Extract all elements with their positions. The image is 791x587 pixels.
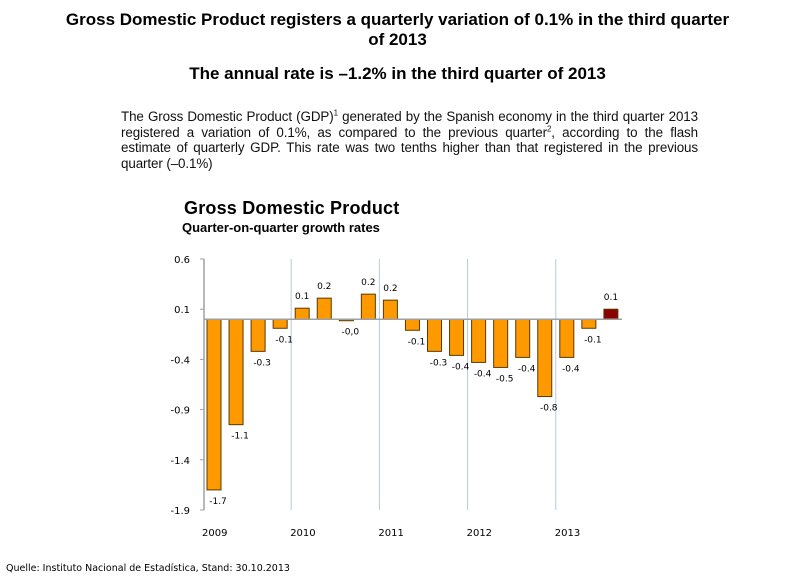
data-label: -0.3 bbox=[430, 358, 448, 368]
x-year-label: 2011 bbox=[378, 528, 403, 539]
intro-paragraph: The Gross Domestic Product (GDP)1 genera… bbox=[121, 109, 698, 171]
bar-2011-q4 bbox=[449, 318, 465, 356]
data-label: -0.4 bbox=[518, 364, 536, 374]
headline: Gross Domestic Product registers a quart… bbox=[65, 10, 730, 49]
para-text-2: generated by the Spanish economy in the … bbox=[121, 109, 698, 140]
bar-2012-q1 bbox=[471, 318, 487, 363]
footnote-ref-2[interactable]: 2 bbox=[546, 124, 552, 134]
bar-2013-q3 bbox=[603, 308, 619, 320]
x-year-label: 2012 bbox=[467, 528, 492, 539]
bar-2010-q4 bbox=[360, 293, 376, 320]
bar-2013-q2 bbox=[581, 318, 597, 329]
bar-2011-q2 bbox=[404, 318, 420, 331]
data-label: -1.7 bbox=[209, 497, 227, 507]
data-label: 0.1 bbox=[604, 293, 618, 303]
data-label: -0.3 bbox=[253, 358, 271, 368]
y-tick-label: -1.4 bbox=[170, 456, 190, 467]
data-label: -0.5 bbox=[496, 374, 514, 384]
data-label: -0.1 bbox=[584, 335, 602, 345]
bar-2010-q2 bbox=[316, 297, 332, 320]
bar-2009-q1 bbox=[206, 318, 222, 491]
bar-2011-q3 bbox=[427, 318, 442, 352]
bar-2013-q1 bbox=[559, 318, 575, 358]
chart-title: Gross Domestic Product bbox=[184, 198, 400, 218]
sub-headline: The annual rate is –1.2% in the third qu… bbox=[189, 64, 606, 83]
data-label: -0,0 bbox=[342, 328, 360, 338]
para-text-3: , according to the flash estimate of qua… bbox=[121, 124, 698, 171]
bar-2009-q3 bbox=[250, 318, 266, 352]
data-label: -0.4 bbox=[474, 369, 492, 379]
data-label: -0.4 bbox=[452, 362, 470, 372]
bar-2012-q3 bbox=[515, 318, 531, 358]
x-year-label: 2009 bbox=[202, 528, 227, 539]
x-year-label: 2010 bbox=[290, 528, 315, 539]
bar-2012-q2 bbox=[493, 318, 509, 368]
bar-2011-q1 bbox=[382, 299, 398, 320]
data-label: -1.1 bbox=[231, 432, 249, 442]
data-label: -0.8 bbox=[540, 404, 558, 414]
bar-2010-q1 bbox=[294, 307, 310, 320]
data-label: 0.2 bbox=[361, 278, 375, 288]
y-tick-label: -0.4 bbox=[170, 355, 190, 366]
data-label: 0.1 bbox=[295, 292, 309, 302]
para-text-1: The Gross Domestic Product (GDP) bbox=[121, 109, 334, 124]
data-label: -0.4 bbox=[562, 364, 580, 374]
bar-2009-q2 bbox=[228, 318, 244, 426]
bar-2012-q4 bbox=[537, 318, 553, 398]
y-tick-label: 0.6 bbox=[174, 255, 190, 266]
data-label: 0.2 bbox=[317, 282, 331, 292]
source-note: Quelle: Instituto Nacional de Estadístic… bbox=[6, 563, 290, 574]
bar-2009-q4 bbox=[272, 318, 288, 329]
chart-subtitle: Quarter-on-quarter growth rates bbox=[182, 220, 380, 235]
y-tick-label: -1.9 bbox=[170, 506, 190, 517]
data-label: -0.1 bbox=[275, 335, 293, 345]
footnote-ref-1[interactable]: 1 bbox=[333, 108, 338, 118]
x-year-label: 2013 bbox=[555, 528, 580, 539]
y-tick-label: 0.1 bbox=[174, 305, 190, 316]
data-label: -0.1 bbox=[408, 337, 426, 347]
y-tick-label: -0.9 bbox=[170, 406, 190, 417]
data-label: 0.2 bbox=[383, 284, 397, 294]
